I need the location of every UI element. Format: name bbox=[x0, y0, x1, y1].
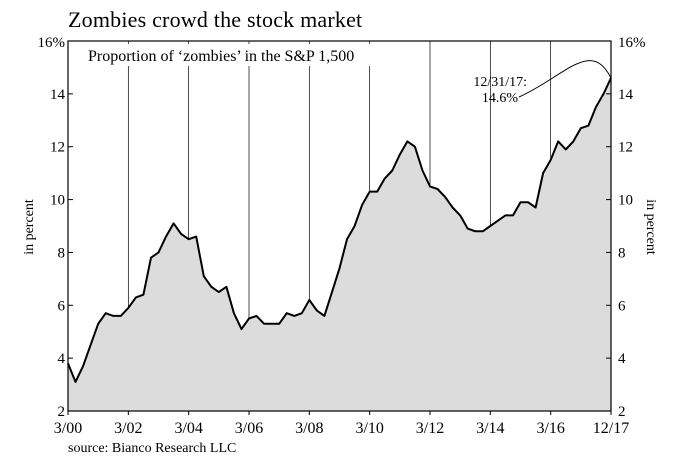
y-tick-label-right: 16% bbox=[618, 35, 646, 51]
y-axis-title-right: in percent bbox=[643, 199, 658, 255]
x-tick-label: 3/10 bbox=[355, 420, 383, 437]
axis-labels: 3/00 3/02 3/04 3/06 3/08 3/10 3/12 3/14 3/16 12/1… bbox=[38, 35, 646, 437]
x-tick-label: 3/06 bbox=[235, 420, 263, 437]
plot-frame bbox=[67, 40, 612, 412]
x-tick-label: 3/08 bbox=[295, 420, 323, 437]
y-tick-label-right: 8 bbox=[618, 245, 626, 261]
x-tick-label: 3/02 bbox=[114, 420, 142, 437]
x-tick-label: 3/04 bbox=[174, 420, 202, 437]
chart-subtitle: Proportion of ‘zombies’ in the S&P 1,500 bbox=[88, 48, 354, 65]
annotation-value-label: 14.6% bbox=[482, 91, 519, 106]
y-tick-label-right: 2 bbox=[618, 404, 626, 420]
y-tick-label-left: 16% bbox=[38, 35, 66, 51]
axis-ticks bbox=[67, 40, 612, 415]
y-tick-label-left: 8 bbox=[58, 245, 66, 261]
annotation-leader-line bbox=[518, 60, 612, 98]
y-tick-label-left: 10 bbox=[50, 193, 65, 209]
x-tick-label: 3/14 bbox=[476, 420, 504, 437]
annotation: 12/31/17: 14.6% bbox=[473, 60, 612, 106]
y-tick-label-right: 12 bbox=[618, 140, 633, 156]
series-area bbox=[68, 78, 611, 411]
y-tick-label-right: 14 bbox=[618, 87, 634, 103]
y-tick-label-right: 4 bbox=[618, 351, 626, 367]
x-tick-label: 12/17 bbox=[593, 420, 629, 437]
y-tick-label-right: 10 bbox=[618, 193, 633, 209]
y-tick-label-left: 12 bbox=[50, 140, 65, 156]
subtitle-backdrop bbox=[82, 44, 402, 66]
y-tick-label-left: 2 bbox=[58, 404, 66, 420]
x-tick-label: 3/12 bbox=[416, 420, 444, 437]
y-tick-label-left: 6 bbox=[58, 298, 66, 314]
y-axis-title-left: in percent bbox=[22, 199, 37, 255]
x-tick-label: 3/00 bbox=[54, 420, 82, 437]
y-tick-label-left: 4 bbox=[58, 351, 66, 367]
chart-title: Zombies crowd the stock market bbox=[68, 7, 363, 32]
y-tick-label-right: 6 bbox=[618, 298, 626, 314]
x-tick-label: 3/16 bbox=[536, 420, 564, 437]
y-tick-label-left: 14 bbox=[50, 87, 66, 103]
series-line bbox=[67, 77, 612, 383]
annotation-date-label: 12/31/17: bbox=[473, 75, 527, 90]
source-note: source: Bianco Research LLC bbox=[68, 441, 237, 456]
